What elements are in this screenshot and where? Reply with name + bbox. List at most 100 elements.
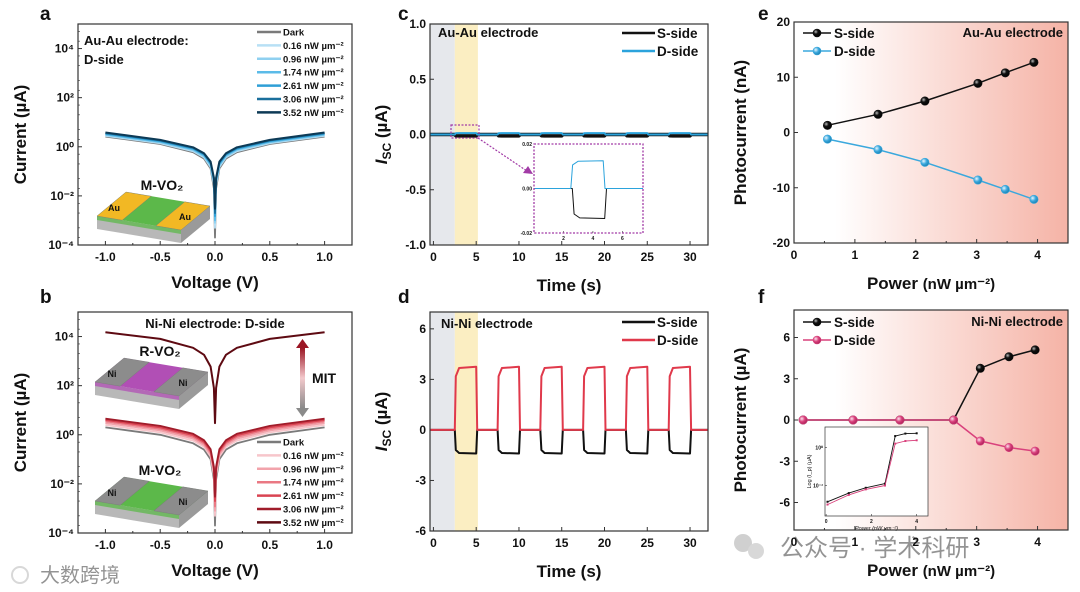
plot-frame	[429, 311, 709, 532]
x-tick-label: 3	[973, 535, 980, 549]
electrode-left	[94, 476, 150, 506]
data-point	[1004, 352, 1014, 362]
y-tick-label: 0.02	[522, 142, 532, 148]
x-tick-label: 15	[555, 536, 569, 550]
film-layer	[95, 382, 179, 400]
x-tick-label: 1.0	[316, 250, 333, 264]
legend-item: 3.52 nW µm⁻²	[257, 518, 344, 529]
legend-label: S-side	[834, 315, 875, 330]
y-tick-label: 10²	[57, 91, 74, 105]
panel-label: d	[398, 287, 410, 308]
x-axis-label: Time (s)	[537, 562, 602, 581]
data-point	[848, 415, 858, 425]
film-layer	[95, 501, 179, 519]
inset-marker	[904, 440, 907, 443]
legend-label: D-side	[657, 44, 699, 59]
legend-item: D-side	[622, 333, 699, 348]
data-point	[975, 363, 985, 373]
inset-marker	[847, 492, 850, 495]
x-tick-label: 25	[641, 250, 655, 264]
legend-label: 2.61 nW µm⁻²	[283, 491, 344, 502]
y-tick-label: -0.5	[405, 183, 426, 197]
legend-label: 0.16 nW µm⁻²	[283, 451, 344, 462]
x-axis-label: Voltage (V)	[171, 561, 259, 580]
electrode-right	[153, 367, 209, 397]
y-tick-label: 1.0	[409, 17, 426, 31]
legend-label: Dark	[283, 438, 305, 449]
y-axis-label: Current (µA)	[11, 85, 30, 185]
x-tick-label: 1	[852, 535, 859, 549]
device-illustration: Au Au M-VO₂	[96, 177, 211, 243]
photocurrent-line-d-side	[827, 138, 1035, 201]
data-point	[1000, 68, 1010, 78]
inset-frame	[533, 143, 644, 234]
x-tick-label: 2	[912, 535, 919, 549]
plot-frame	[793, 21, 1069, 244]
electrode-right	[153, 486, 209, 516]
plot-frame	[429, 23, 709, 246]
data-point	[920, 96, 930, 106]
light-period-shade	[454, 312, 478, 531]
data-point	[920, 157, 930, 167]
legend-item: S-side	[622, 315, 698, 330]
zoom-region-box	[450, 124, 480, 139]
inset-marker	[883, 482, 886, 485]
electrode-right	[155, 201, 211, 231]
legend-label: S-side	[657, 315, 698, 330]
y-tick-label: 10⁻²	[813, 484, 823, 490]
y-tick-label: 3	[419, 372, 426, 386]
device-illustration: Ni Ni R-VO₂	[94, 343, 209, 409]
annotation-title: D-side	[84, 52, 124, 67]
data-point	[1000, 184, 1010, 194]
x-tick-label: 1.0	[316, 538, 333, 552]
y-axis-label: ISC (µA)	[372, 105, 394, 165]
plot-frame	[77, 23, 353, 246]
panel-f: 0 1 2 3 4 -6 -3 0 3 6 0 2 4 10⁻² 10⁰ Power (nW µm⁻²) Log…	[731, 309, 1069, 580]
data-point	[973, 78, 983, 88]
legend-label: 3.06 nW µm⁻²	[283, 95, 344, 106]
zoom-arrow-head	[523, 166, 533, 174]
y-tick-label: -1.0	[405, 238, 426, 252]
inset-trace-d-side	[534, 160, 643, 189]
legend-label: 2.61 nW µm⁻²	[283, 81, 344, 92]
y-tick-label: 10⁴	[55, 42, 74, 56]
x-tick-label: 6	[621, 236, 624, 242]
x-tick-label: 10	[512, 250, 526, 264]
film-layer	[97, 216, 181, 234]
legend-item: S-side	[622, 26, 698, 41]
iv-curve-0	[105, 426, 325, 527]
x-tick-label: 0.5	[261, 538, 278, 552]
inset-plot: 2 4 6 -0.02 0.00 0.02	[521, 142, 644, 242]
x-tick-label: 15	[555, 250, 569, 264]
mit-label: MIT	[312, 370, 337, 386]
substrate-side	[179, 372, 208, 409]
iv-curve-5	[105, 417, 325, 498]
iv-curve-6	[105, 331, 325, 425]
plot-frame	[824, 426, 929, 517]
legend-item: 3.52 nW µm⁻²	[257, 108, 344, 119]
electrode-label: Ni	[108, 488, 117, 498]
data-point	[873, 109, 883, 119]
channel-label: R-VO₂	[139, 343, 180, 359]
data-point	[1029, 194, 1039, 204]
data-point	[975, 436, 985, 446]
panel-e: 0 1 2 3 4 -20 -10 0 10 20 Au-Au electrode S-side D-s…	[731, 15, 1069, 293]
inset-marker	[847, 493, 850, 496]
x-tick-label: 2	[912, 248, 919, 262]
isc-trace-d-side	[430, 132, 708, 136]
legend-item: S-side	[803, 26, 875, 41]
panel-d: 0 5 10 15 20 25 30 -6 -3 0 3 6 Ni-Ni electrode S-side…	[372, 311, 709, 581]
x-tick-label: 4	[915, 519, 918, 525]
y-tick-label: 10²	[57, 379, 74, 393]
legend-label: 1.74 nW µm⁻²	[283, 68, 344, 79]
x-tick-label: -1.0	[95, 250, 116, 264]
y-tick-label: 0.5	[409, 72, 426, 86]
y-axis-label: Photocurrent (µA)	[731, 348, 750, 493]
annotation-title: Ni-Ni electrode	[441, 316, 533, 331]
x-tick-label: 0	[791, 535, 798, 549]
x-tick-label: 20	[598, 250, 612, 264]
dark-period-shade	[430, 312, 455, 531]
legend-item: 2.61 nW µm⁻²	[257, 491, 344, 502]
y-tick-label: -6	[779, 496, 790, 510]
wechat-icon	[734, 534, 752, 552]
